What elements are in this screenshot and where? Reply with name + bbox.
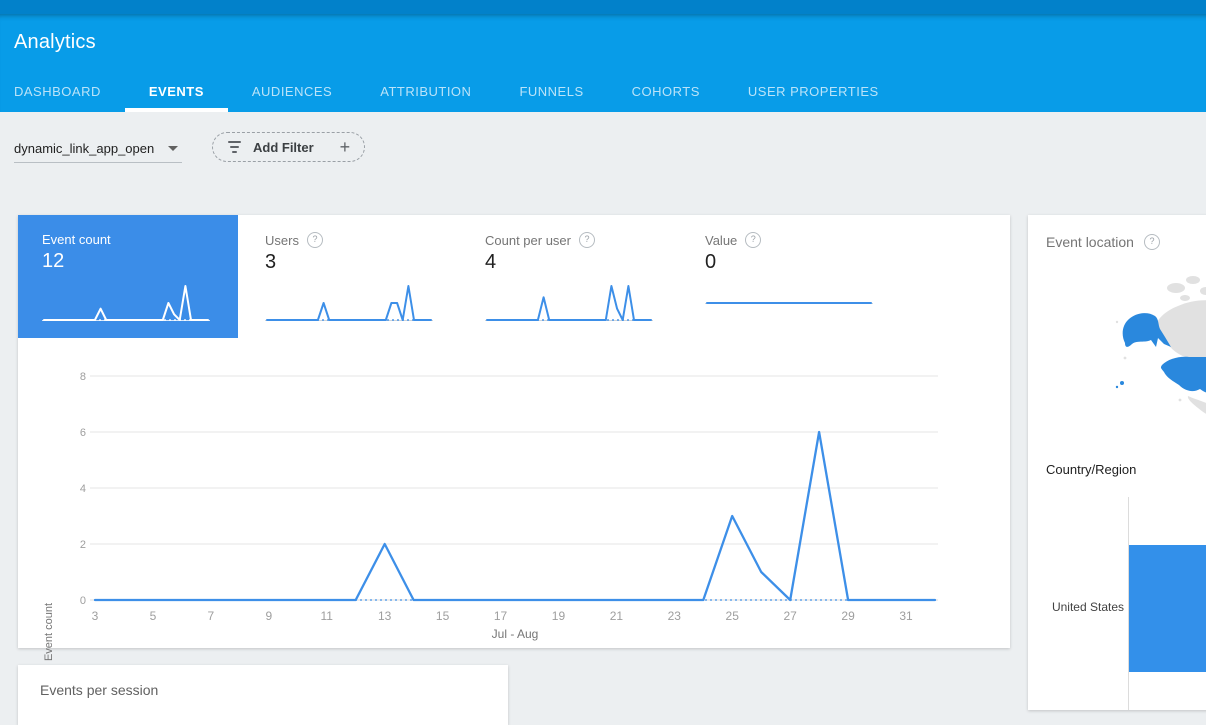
- metric-tile-users[interactable]: Users 3: [241, 215, 461, 338]
- tab-cohorts[interactable]: COHORTS: [608, 70, 724, 112]
- chevron-down-icon: [168, 146, 178, 151]
- event-location-map: [1028, 270, 1206, 455]
- dimension-label: Country/Region: [1046, 462, 1136, 477]
- tab-funnels[interactable]: FUNNELS: [495, 70, 607, 112]
- add-filter-button[interactable]: Add Filter: [212, 132, 365, 162]
- svg-text:6: 6: [80, 427, 86, 439]
- event-count-chart-area: Event count 0246835791113151719212325272…: [18, 360, 1010, 648]
- svg-text:8: 8: [80, 371, 86, 383]
- svg-text:2: 2: [80, 539, 86, 551]
- metric-label: Event count: [42, 232, 111, 247]
- top-app-strip: [0, 0, 1206, 14]
- country-bar[interactable]: [1129, 545, 1206, 672]
- sparkline-event-count: [42, 280, 210, 326]
- sparkline-value: [705, 280, 873, 326]
- page-title: Analytics: [14, 31, 1206, 54]
- svg-text:11: 11: [320, 609, 333, 623]
- svg-text:7: 7: [208, 609, 215, 623]
- metric-value: 3: [265, 251, 437, 274]
- app-header: Analytics DASHBOARD EVENTS AUDIENCES ATT…: [0, 14, 1206, 112]
- event-location-title: Event location: [1046, 234, 1134, 250]
- sparkline-users: [265, 280, 433, 326]
- svg-text:27: 27: [783, 609, 797, 623]
- filter-icon: [227, 141, 241, 153]
- help-icon[interactable]: [307, 232, 323, 248]
- svg-text:17: 17: [494, 609, 508, 623]
- help-icon[interactable]: [1144, 234, 1160, 250]
- svg-text:15: 15: [436, 609, 450, 623]
- tab-audiences[interactable]: AUDIENCES: [228, 70, 356, 112]
- help-icon[interactable]: [579, 232, 595, 248]
- metric-tile-value[interactable]: Value 0: [681, 215, 901, 338]
- events-overview-card: Event count 12 Users 3 Count per user 4: [18, 215, 1010, 648]
- world-map: [1028, 270, 1206, 455]
- metric-tile-event-count[interactable]: Event count 12: [18, 215, 238, 338]
- svg-text:5: 5: [150, 609, 157, 623]
- svg-text:13: 13: [378, 609, 392, 623]
- events-per-session-title: Events per session: [18, 665, 508, 698]
- country-row-label: United States: [1028, 600, 1124, 614]
- svg-text:21: 21: [610, 609, 624, 623]
- tab-bar: DASHBOARD EVENTS AUDIENCES ATTRIBUTION F…: [0, 70, 1206, 112]
- svg-text:9: 9: [265, 609, 272, 623]
- tab-events[interactable]: EVENTS: [125, 70, 228, 112]
- metric-label: Users: [265, 233, 299, 248]
- event-selector-dropdown[interactable]: dynamic_link_app_open: [14, 134, 182, 163]
- metric-label: Value: [705, 233, 737, 248]
- svg-text:4: 4: [80, 483, 86, 495]
- metric-label: Count per user: [485, 233, 571, 248]
- event-selector-value: dynamic_link_app_open: [14, 141, 154, 156]
- svg-text:19: 19: [552, 609, 566, 623]
- add-filter-label: Add Filter: [253, 140, 314, 155]
- svg-text:3: 3: [92, 609, 99, 623]
- svg-text:25: 25: [726, 609, 740, 623]
- main-line-chart: 0 2 4 6 8 3 5 7 9 11 13 15 17 19 21 23 25 27 29 31 Jul - Aug: [18, 360, 1010, 648]
- svg-text:29: 29: [841, 609, 855, 623]
- help-icon[interactable]: [745, 232, 761, 248]
- metric-tile-count-per-user[interactable]: Count per user 4: [461, 215, 681, 338]
- tab-user-properties[interactable]: USER PROPERTIES: [724, 70, 903, 112]
- metric-value: 4: [485, 251, 657, 274]
- svg-text:23: 23: [668, 609, 682, 623]
- tab-dashboard[interactable]: DASHBOARD: [0, 70, 125, 112]
- svg-text:31: 31: [899, 609, 913, 623]
- tab-attribution[interactable]: ATTRIBUTION: [356, 70, 495, 112]
- svg-text:Jul - Aug: Jul - Aug: [492, 627, 539, 641]
- plus-icon: [340, 138, 351, 156]
- metric-value: 12: [42, 250, 214, 273]
- sparkline-count-per-user: [485, 280, 653, 326]
- metric-value: 0: [705, 251, 877, 274]
- svg-text:0: 0: [80, 595, 86, 607]
- event-location-card: Event location: [1028, 215, 1206, 710]
- events-per-session-card: Events per session: [18, 665, 508, 725]
